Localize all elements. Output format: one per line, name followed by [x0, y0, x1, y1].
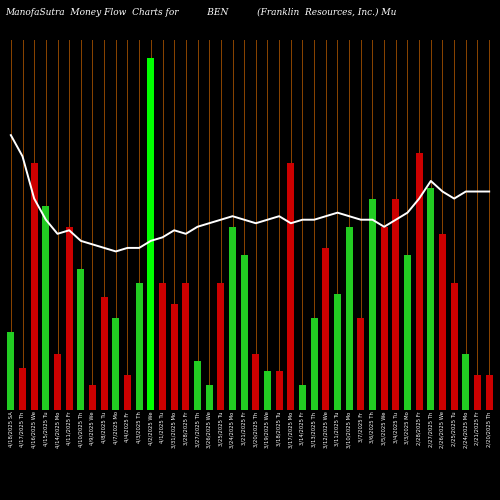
Bar	[486, 375, 492, 410]
Bar	[358, 318, 364, 410]
Bar	[218, 283, 224, 410]
Bar	[264, 371, 271, 410]
Bar	[334, 294, 341, 410]
Bar	[124, 375, 131, 410]
Bar	[148, 58, 154, 410]
Bar	[428, 188, 434, 410]
Bar	[229, 227, 236, 410]
Bar	[8, 332, 14, 410]
Bar	[439, 234, 446, 410]
Bar	[450, 283, 458, 410]
Bar	[252, 354, 260, 410]
Bar	[100, 297, 107, 410]
Bar	[194, 360, 201, 410]
Bar	[89, 386, 96, 410]
Bar	[346, 227, 352, 410]
Bar	[206, 386, 212, 410]
Bar	[299, 386, 306, 410]
Bar	[54, 354, 61, 410]
Bar	[462, 354, 469, 410]
Bar	[78, 269, 84, 410]
Bar	[310, 318, 318, 410]
Bar	[369, 198, 376, 410]
Bar	[404, 255, 411, 410]
Bar	[182, 283, 190, 410]
Bar	[159, 283, 166, 410]
Bar	[288, 164, 294, 410]
Bar	[170, 304, 177, 410]
Bar	[66, 227, 72, 410]
Bar	[474, 375, 481, 410]
Bar	[322, 248, 330, 410]
Bar	[276, 371, 282, 410]
Bar	[136, 283, 142, 410]
Bar	[112, 318, 119, 410]
Bar	[392, 198, 400, 410]
Bar	[240, 255, 248, 410]
Bar	[30, 164, 38, 410]
Bar	[380, 227, 388, 410]
Text: ManofaSutra  Money Flow  Charts for          BEN          (Franklin  Resources, : ManofaSutra Money Flow Charts for BEN (F…	[5, 8, 396, 16]
Bar	[416, 153, 422, 410]
Bar	[42, 206, 50, 410]
Bar	[19, 368, 26, 410]
